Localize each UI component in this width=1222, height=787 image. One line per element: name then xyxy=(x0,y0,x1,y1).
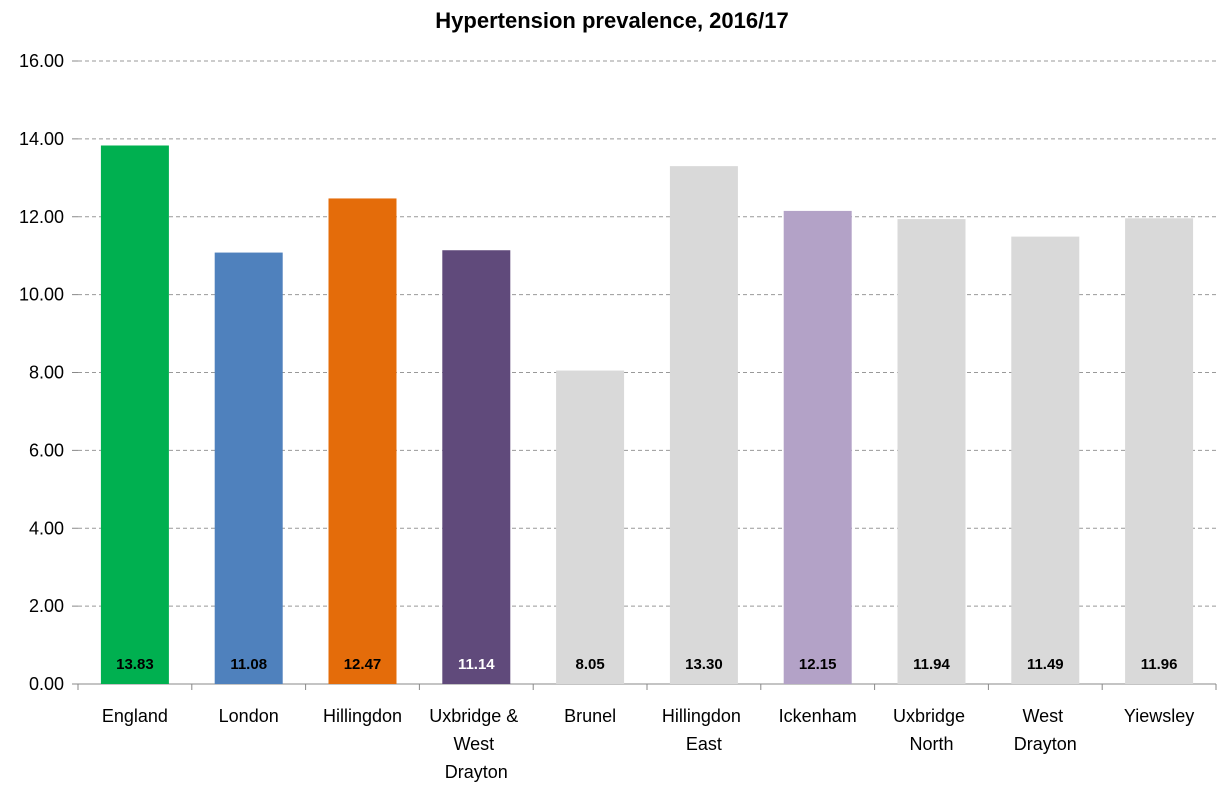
y-tick-label: 16.00 xyxy=(19,51,64,71)
value-label: 12.47 xyxy=(344,656,382,673)
value-label: 12.15 xyxy=(799,656,837,673)
y-tick-label: 10.00 xyxy=(19,285,64,305)
bar xyxy=(1011,236,1080,684)
value-label: 11.96 xyxy=(1141,656,1178,673)
value-label: 11.94 xyxy=(913,656,950,673)
bar xyxy=(783,210,852,685)
value-label: 11.08 xyxy=(230,656,267,673)
bar xyxy=(100,145,169,684)
x-tick-label: England xyxy=(102,706,168,726)
bar xyxy=(442,250,511,684)
value-label: 8.05 xyxy=(575,656,604,673)
bar xyxy=(1125,218,1194,684)
x-tick-label: West Drayton xyxy=(1014,706,1077,754)
x-tick-label: Hillingdon East xyxy=(662,706,746,754)
y-tick-label: 0.00 xyxy=(29,674,64,694)
y-tick-label: 14.00 xyxy=(19,129,64,149)
y-tick-label: 6.00 xyxy=(29,440,64,460)
y-tick-label: 4.00 xyxy=(29,518,64,538)
x-tick-label: Ickenham xyxy=(779,706,857,726)
x-tick-label: London xyxy=(219,706,279,726)
bar xyxy=(214,252,283,684)
x-tick-label: Yiewsley xyxy=(1124,706,1194,726)
bar xyxy=(328,198,397,684)
value-label: 11.14 xyxy=(458,656,495,673)
bar xyxy=(897,219,966,684)
x-tick-label: Brunel xyxy=(564,706,616,726)
value-label: 13.30 xyxy=(685,656,723,673)
chart-title: Hypertension prevalence, 2016/17 xyxy=(435,8,788,33)
x-tick-label: Uxbridge North xyxy=(893,706,970,754)
value-label: 11.49 xyxy=(1027,656,1064,673)
y-tick-label: 2.00 xyxy=(29,596,64,616)
value-label: 13.83 xyxy=(116,656,154,673)
bar xyxy=(556,370,625,684)
x-tick-label: Uxbridge & West Drayton xyxy=(429,706,523,782)
y-tick-label: 12.00 xyxy=(19,207,64,227)
y-tick-label: 8.00 xyxy=(29,363,64,383)
bar xyxy=(669,166,738,685)
x-tick-label: Hillingdon xyxy=(323,706,402,726)
